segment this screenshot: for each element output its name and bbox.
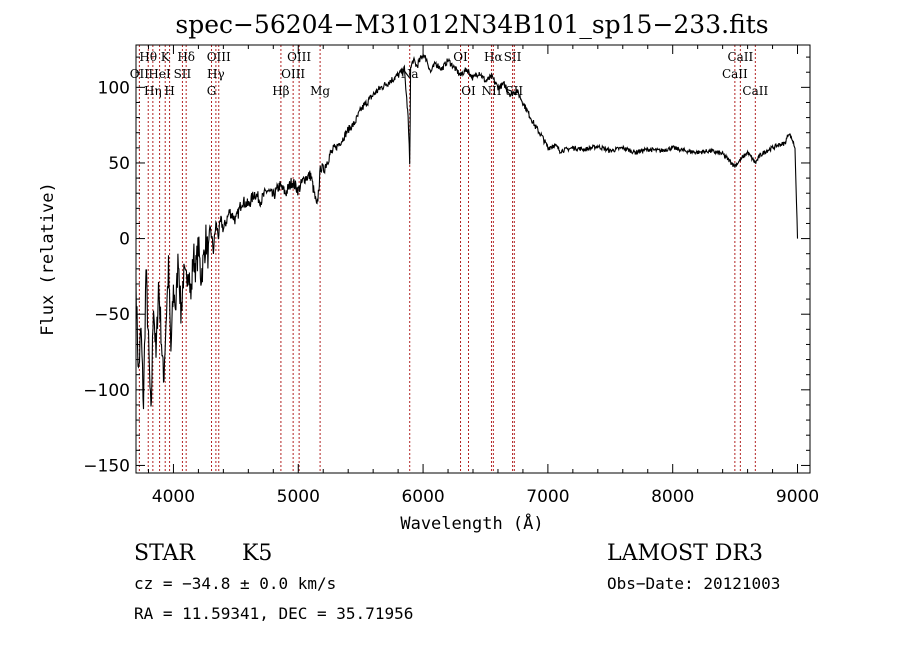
y-tick-label: 0 — [119, 230, 130, 250]
line-marker-label: CaII — [727, 50, 753, 64]
obs-date-text: Obs−Date: 20121003 — [607, 574, 780, 593]
line-marker-label: Hβ — [272, 84, 289, 98]
class-label: STAR — [134, 541, 196, 566]
x-tick-label: 5000 — [277, 487, 320, 507]
line-marker-label: NII — [481, 84, 501, 98]
x-tick-label: 9000 — [776, 487, 819, 507]
line-marker-label: Hγ — [207, 67, 225, 81]
line-marker-label: Hα — [484, 50, 503, 64]
y-tick-label: 50 — [108, 154, 130, 174]
line-marker-label: K — [161, 50, 171, 64]
line-marker-label: OII — [130, 67, 150, 81]
y-tick-label: 100 — [98, 78, 130, 98]
line-marker-label: OIII — [207, 50, 231, 64]
line-marker-label: Hη — [144, 84, 162, 98]
y-tick-label: −100 — [83, 381, 130, 401]
line-marker-label: OI — [453, 50, 468, 64]
line-marker-label: HeI — [148, 67, 171, 81]
y-tick-label: −50 — [94, 305, 130, 325]
cz-text: cz = −34.8 ± 0.0 km/s — [134, 574, 336, 593]
line-marker-label: Mg — [310, 84, 330, 98]
x-tick-label: 6000 — [401, 487, 444, 507]
line-marker-label: OI — [461, 84, 476, 98]
line-marker-label: Hδ — [177, 50, 195, 64]
line-marker-label: CaII — [722, 67, 748, 81]
chart-title: spec−56204−M31012N34B101_sp15−233.fits — [175, 10, 768, 39]
y-axis-label: Flux (relative) — [38, 182, 58, 336]
line-marker-label: OIII — [287, 50, 311, 64]
y-tick-label: −150 — [83, 456, 130, 476]
x-axis-label: Wavelength (Å) — [400, 512, 543, 534]
subclass-label: K5 — [242, 541, 272, 566]
y-axis: −150 −100 −50 0 50 100 — [83, 56, 810, 476]
line-marker-label: SII — [174, 67, 192, 81]
x-tick-label: 7000 — [526, 487, 569, 507]
line-marker-label: CaII — [742, 84, 768, 98]
radec-text: RA = 11.59341, DEC = 35.71956 — [134, 604, 413, 623]
line-marker-label: SII — [504, 50, 522, 64]
line-marker-label: OIII — [281, 67, 305, 81]
x-axis: 4000 5000 6000 7000 8000 9000 — [147, 45, 819, 507]
line-marker-label: Hθ — [139, 50, 157, 64]
line-marker-label: G — [207, 84, 217, 98]
plot-frame — [135, 44, 811, 474]
line-marker-label: H — [164, 84, 174, 98]
survey-label: LAMOST DR3 — [607, 541, 763, 566]
x-tick-label: 8000 — [651, 487, 694, 507]
line-marker-label: SII — [505, 84, 523, 98]
x-tick-label: 4000 — [152, 487, 195, 507]
flux-series-line — [135, 52, 799, 410]
